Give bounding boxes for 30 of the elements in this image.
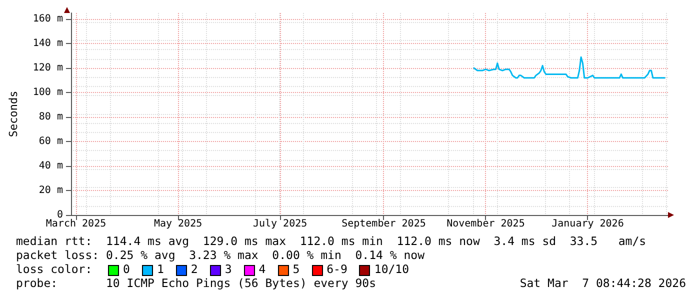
y-tick-label: 120 m [32,62,63,74]
x-tick-label: May 2025 [154,218,202,230]
text: 2 [190,262,198,276]
text: packet loss: 0.25 % avg 3.23 % max 0.00 % min 0.14 % now [16,248,424,262]
text: 6-9 [326,262,348,276]
x-tick-label: September 2025 [342,218,426,230]
y-axis-title: Seconds [7,90,20,138]
line-series [473,56,666,79]
text: 4 [258,262,266,276]
text: 1 [156,262,164,276]
text: 0 [123,262,130,276]
x-tick-label: July 2025 [252,218,308,230]
text: 5 [292,262,300,276]
y-tick-label: 0 [56,210,63,220]
text: probe: 10 ICMP Echo Pings (56 Bytes) every 90s [16,276,376,290]
x-tick-label: November 2025 [446,218,525,230]
text: Sat Mar 7 08:44:28 2026 [520,276,686,290]
x-tick-label: January 2026 [552,218,624,230]
x-tick-label: March 2025 [46,218,106,230]
y-tick-label: 140 m [32,38,63,50]
text: 3 [224,262,232,276]
y-tick-label: 20 m [38,185,63,196]
text: 10/10 [374,262,410,276]
y-tick-label: 60 m [38,136,63,148]
y-tick-label: 160 m [32,14,63,25]
y-tick-label: 40 m [38,160,63,172]
text: loss color: [16,262,92,276]
y-tick-label: 80 m [38,112,63,123]
text: median rtt: 114.4 ms avg 129.0 ms max 112.0 ms min 112.0 ms now 3.4 ms sd 33.5 am/s [16,234,646,248]
y-tick-label: 100 m [32,87,63,98]
